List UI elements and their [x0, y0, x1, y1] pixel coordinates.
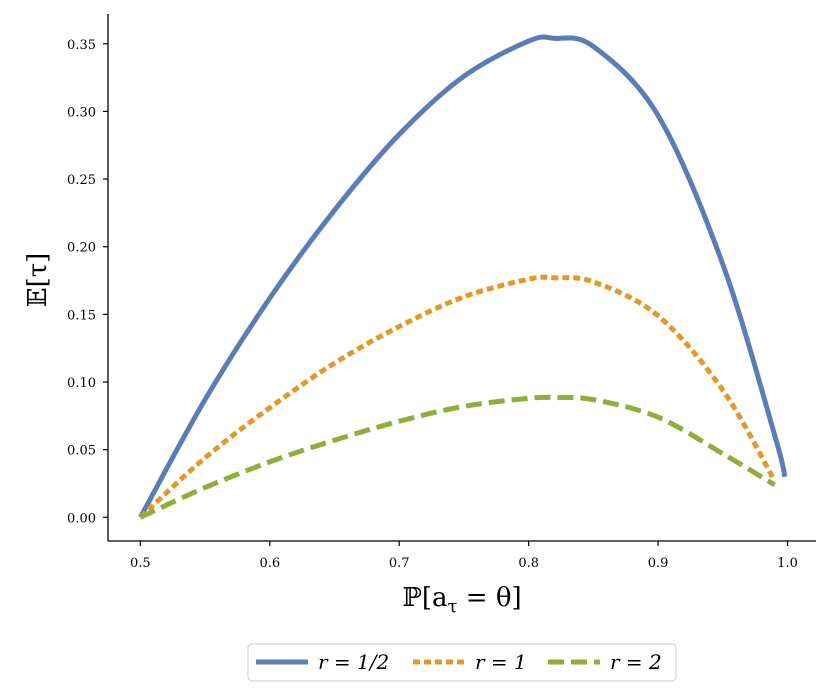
- legend-label-2: r = 1: [475, 650, 527, 674]
- x-tick-label: 1.0: [777, 556, 798, 571]
- axes: [107, 14, 816, 542]
- x-tick-label: 0.8: [518, 556, 539, 571]
- y-axis-title: 𝔼[τ]: [23, 253, 53, 308]
- legend: r = 1/2 r = 1 r = 2: [247, 643, 677, 682]
- y-tick-label: 0.20: [67, 241, 96, 256]
- x-axis-title: ℙ[aτ = θ]: [402, 583, 521, 617]
- legend-label-1: r = 1/2: [318, 650, 389, 674]
- legend-label-3: r = 2: [610, 650, 662, 674]
- series-layer: [138, 34, 788, 520]
- series-line-1: [138, 34, 788, 519]
- y-tick-label: 0.10: [67, 376, 96, 391]
- y-tick-label: 0.30: [67, 105, 96, 120]
- x-tick-label: 0.7: [389, 556, 410, 571]
- y-tick-label: 0.35: [67, 38, 96, 53]
- y-tick-label: 0.25: [67, 173, 96, 188]
- series-line-2: [138, 274, 777, 520]
- y-tick-label: 0.15: [67, 308, 96, 323]
- series-line-3: [139, 394, 776, 520]
- ticks: 0.5 0.6 0.7 0.8 0.9 1.0 0.00 0.05 0.10 0.15 0.20 0.…: [67, 38, 798, 571]
- y-tick-label: 0.05: [67, 444, 96, 459]
- y-tick-label: 0.00: [67, 511, 96, 526]
- x-tick-label: 0.5: [130, 556, 151, 571]
- x-tick-label: 0.6: [259, 556, 280, 571]
- x-tick-label: 0.9: [648, 556, 669, 571]
